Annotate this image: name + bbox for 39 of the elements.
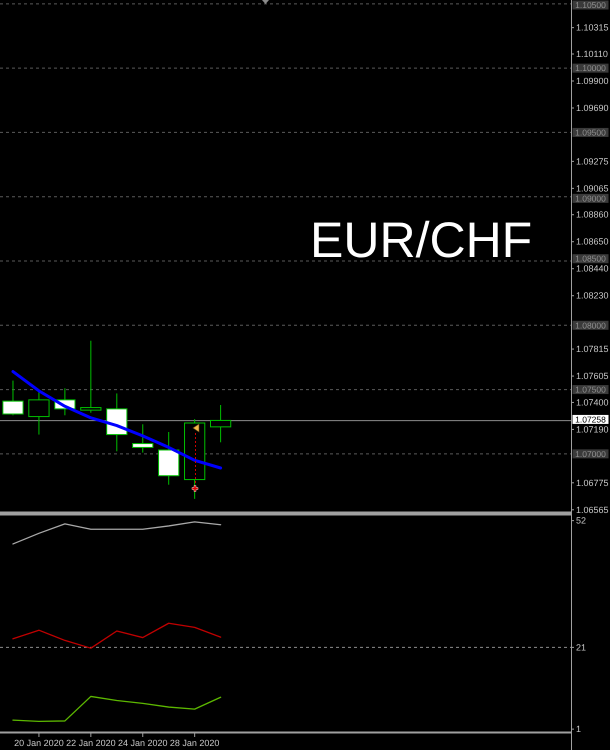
- y-tick-label: 1.10315: [576, 22, 609, 33]
- y-tick-label: 1.09690: [576, 103, 609, 113]
- text: EUR/CHF: [310, 212, 532, 268]
- y-tick-label: 1.10110: [576, 49, 608, 59]
- y-tick-label: 1.07815: [576, 344, 609, 354]
- y-tick-label: 1.08650: [576, 236, 609, 247]
- candlestick: [158, 432, 180, 486]
- ref-line-label: 1.09000: [575, 193, 606, 204]
- y-tick-label: 1.07190: [576, 424, 609, 434]
- y-tick-label: 1.09275: [576, 156, 609, 166]
- y-tick-label: 1.08440: [576, 264, 609, 274]
- y-tick-label: 1.07400: [576, 397, 609, 408]
- y-tick-label: 52: [576, 516, 586, 526]
- y-tick-label: 1.08230: [576, 290, 609, 301]
- ref-line-label: 1.09500: [575, 127, 606, 138]
- candlestick: [210, 404, 232, 443]
- ref-line-label: 1.07500: [575, 384, 606, 395]
- y-tick-label: 1.07605: [576, 371, 609, 382]
- y-tick-label: 1.09900: [576, 76, 609, 86]
- line-series: [12, 696, 222, 722]
- ref-line-label: 1.10000: [575, 63, 606, 74]
- ref-line-label: 1.07258: [575, 414, 606, 424]
- y-tick-label: 1: [576, 724, 582, 734]
- x-tick-label: 20 Jan 2020: [14, 738, 64, 748]
- ref-line-label: 1.10500: [575, 0, 606, 10]
- y-tick-label: 1.09065: [576, 183, 609, 194]
- line-series: [11, 370, 222, 470]
- y-tick-label: 1.08860: [576, 210, 609, 220]
- line-series: [12, 521, 222, 545]
- ref-line-label: 1.07000: [575, 448, 606, 459]
- x-tick-label: 24 Jan 2020: [118, 738, 168, 748]
- x-tick-label: 22 Jan 2020: [66, 738, 116, 748]
- y-tick-label: 1.06565: [576, 504, 609, 515]
- y-tick-label: 21: [576, 642, 586, 652]
- ref-line-label: 1.08000: [575, 320, 606, 330]
- y-tick-label: 1.06775: [576, 478, 609, 488]
- line-series: [12, 622, 222, 649]
- ref-line-label: 1.08500: [575, 254, 606, 264]
- x-tick-label: 28 Jan 2020: [170, 738, 220, 748]
